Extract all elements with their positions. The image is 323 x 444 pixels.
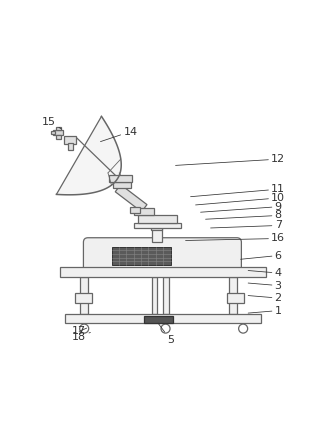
Bar: [227, 293, 244, 303]
Bar: [229, 277, 237, 313]
Bar: [138, 215, 177, 223]
Text: 11: 11: [191, 184, 285, 197]
Bar: [57, 127, 61, 130]
Bar: [112, 247, 171, 265]
Text: 16: 16: [185, 234, 285, 243]
Text: 1: 1: [248, 305, 282, 316]
Text: 7: 7: [211, 221, 282, 230]
Circle shape: [161, 324, 170, 333]
Polygon shape: [57, 116, 121, 195]
Bar: [68, 143, 73, 150]
Bar: [151, 227, 162, 230]
Text: 5: 5: [158, 323, 174, 345]
Circle shape: [239, 324, 248, 333]
Text: 9: 9: [201, 202, 282, 212]
Bar: [80, 277, 88, 313]
Bar: [109, 175, 132, 182]
Text: 15: 15: [42, 117, 62, 129]
Bar: [53, 130, 63, 135]
Bar: [51, 131, 56, 135]
Text: 10: 10: [195, 193, 285, 205]
Text: 6: 6: [241, 250, 282, 261]
Text: 3: 3: [248, 281, 282, 290]
Bar: [57, 135, 61, 139]
Text: 2: 2: [248, 293, 282, 303]
Bar: [152, 277, 157, 313]
Bar: [76, 293, 92, 303]
Bar: [144, 316, 173, 323]
Text: 18: 18: [72, 333, 90, 342]
Text: 14: 14: [100, 127, 138, 142]
Text: 17: 17: [72, 326, 87, 337]
Bar: [113, 182, 131, 188]
Bar: [134, 208, 154, 215]
Circle shape: [80, 324, 89, 333]
Bar: [65, 313, 261, 323]
Polygon shape: [115, 185, 147, 212]
Bar: [64, 136, 76, 144]
Bar: [134, 223, 181, 228]
Bar: [60, 267, 266, 277]
Text: 4: 4: [248, 268, 282, 278]
Text: 8: 8: [205, 210, 282, 221]
Bar: [152, 228, 162, 242]
Bar: [130, 207, 140, 213]
Text: 12: 12: [176, 154, 285, 166]
FancyBboxPatch shape: [83, 238, 241, 272]
Bar: [163, 277, 169, 313]
